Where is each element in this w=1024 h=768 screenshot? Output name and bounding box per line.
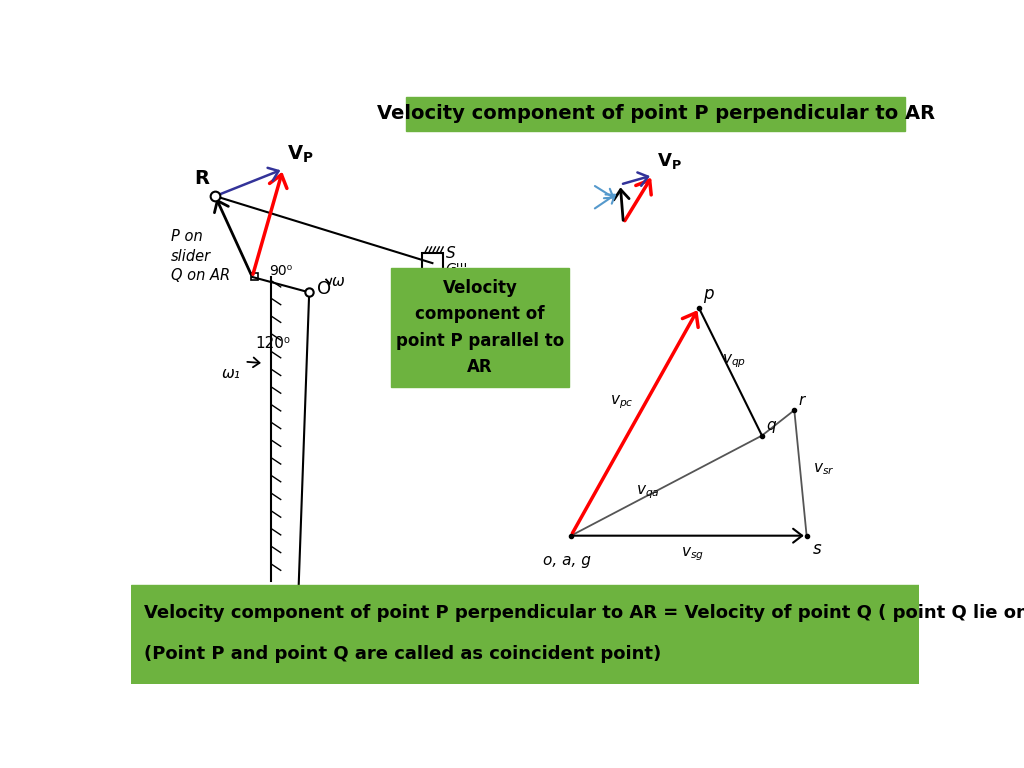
Text: $v_{qp}$: $v_{qp}$ — [722, 353, 745, 370]
Text: R: R — [195, 170, 209, 188]
Text: s: s — [813, 540, 821, 558]
Text: 120⁰: 120⁰ — [255, 336, 290, 351]
Text: G''': G''' — [445, 262, 468, 276]
Text: q: q — [766, 419, 775, 433]
Text: Velocity component of point P perpendicular to AR: Velocity component of point P perpendicu… — [377, 104, 935, 123]
Text: (Point P and point Q are called as coincident point): (Point P and point Q are called as coinc… — [144, 645, 662, 664]
Text: $v_{qa}$: $v_{qa}$ — [636, 484, 659, 502]
Text: (a): (a) — [309, 627, 334, 645]
Text: Velocity
component of
point P parallel to
AR: Velocity component of point P parallel t… — [396, 279, 564, 376]
Text: P on
slider
Q on AR: P on slider Q on AR — [171, 229, 229, 283]
Text: $v_{sg}$: $v_{sg}$ — [681, 545, 705, 562]
Text: $v_{sr}$: $v_{sr}$ — [813, 462, 835, 477]
Text: $\mathbf{V_P}$: $\mathbf{V_P}$ — [657, 151, 682, 171]
Bar — [131, 585, 920, 684]
Text: $\mathbf{V_P}$: $\mathbf{V_P}$ — [287, 144, 313, 164]
Text: S: S — [445, 247, 455, 261]
Text: ω: ω — [333, 274, 345, 289]
Text: 90⁰: 90⁰ — [269, 263, 292, 278]
Text: (b): (b) — [684, 627, 710, 645]
Text: r: r — [798, 393, 805, 408]
Bar — [252, 273, 258, 280]
Text: p: p — [703, 285, 714, 303]
Text: o, a, g: o, a, g — [543, 553, 591, 568]
Text: A: A — [294, 607, 309, 625]
Bar — [391, 268, 569, 387]
Bar — [407, 97, 905, 131]
Text: Velocity component of point P perpendicular to AR = Velocity of point Q ( point : Velocity component of point P perpendicu… — [144, 604, 1024, 621]
Bar — [422, 253, 443, 273]
Text: $v_{pc}$: $v_{pc}$ — [609, 394, 633, 412]
Text: ω₁: ω₁ — [221, 366, 241, 381]
Text: O: O — [316, 280, 331, 298]
